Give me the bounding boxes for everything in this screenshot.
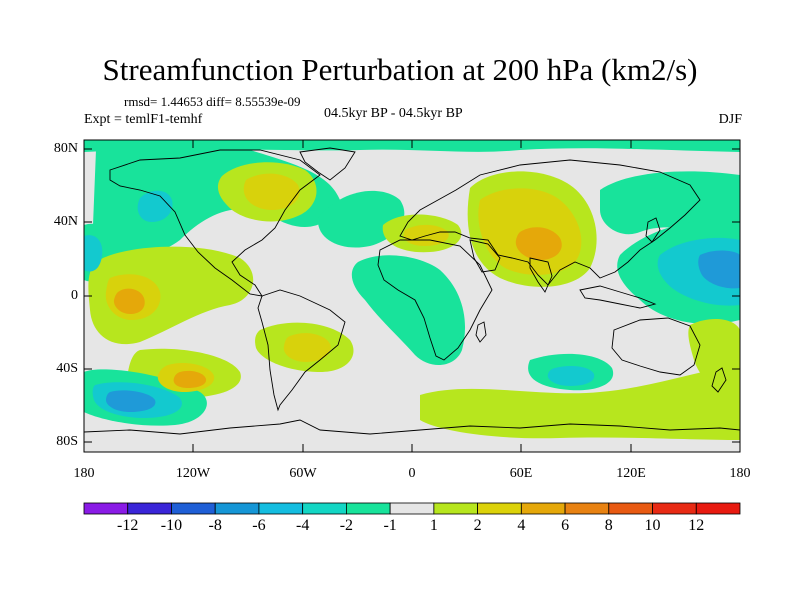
x-tick-label: 180 [73,466,95,481]
colorbar-swatch [127,502,172,515]
y-tick-label: 0 [71,288,78,303]
colorbar-label: 8 [604,517,613,534]
coastline-north-america [109,149,321,297]
period-label: 04.5kyr BP - 04.5kyr BP [324,106,463,121]
colorbar-swatch [564,502,610,515]
field-neg2-west-edge [84,235,103,272]
field-neg-north-pacific-east [600,171,740,235]
colorbar-label: -1 [383,517,397,534]
colorbar-label: -2 [339,517,354,534]
colorbar-swatch [520,502,566,515]
field-pos2-canada [243,173,300,210]
coastline-japan [645,217,661,243]
colorbar-swatch [608,502,653,515]
x-tick-label: 180 [729,466,751,481]
colorbar-label: 2 [473,517,482,534]
field-pos3-east-pacific [113,288,145,314]
colorbar [83,502,741,515]
colorbar-label: -12 [117,517,139,534]
field-neg2-north-atlantic [137,190,173,222]
field-neg-atlantic [317,190,405,248]
colorbar-swatch [433,502,479,515]
coastline-madagascar [475,321,487,343]
coastline-eurasia [399,159,701,286]
colorbar-label: -6 [252,517,266,534]
colorbar-swatch [83,502,129,515]
coastline-antarctica [84,419,740,435]
colorbar-label: 10 [644,517,661,534]
colorbar-label: -10 [160,517,183,534]
coastline-australia [611,317,701,376]
coastline-greenland [299,147,356,181]
coastline-southeast-asia [579,285,657,309]
experiment-label: Expt = temlF1-temhf [84,112,203,127]
colorbar-swatch [477,502,522,515]
statistics-label: rmsd= 1.44653 diff= 8.55539e-09 [124,94,301,109]
colorbar-swatch [171,502,216,515]
field-pos-australia-east [688,318,740,395]
x-tick-label: 120E [616,466,646,481]
coastline-arabia [469,239,501,273]
contour-fill-level-3 [106,227,740,412]
field-neg2-indian-ocean [547,366,595,386]
colorbar-label: 4 [517,517,526,534]
season-label: DJF [718,112,742,127]
colorbar-label: 12 [688,517,705,534]
colorbar-swatch [389,502,435,515]
colorbar-label: -8 [208,517,222,534]
coastline-south-america [257,289,346,412]
colorbar-swatch [345,502,391,515]
coastlines [84,147,740,435]
colorbar-swatch [652,502,697,515]
y-tick-label: 40N [53,214,78,229]
field-neg-tropical-atlantic [351,255,466,366]
x-tick-label: 60E [509,466,533,481]
field-neg3-west-pacific [698,250,740,289]
colorbar-label: 1 [429,517,438,534]
x-tick-label: 0 [408,466,416,481]
field-pos-southern-ocean [420,365,740,440]
field-pos3-south-pacific [173,370,207,388]
field-neg3-southern-ocean [106,390,156,412]
y-tick-label: 40S [56,361,78,376]
x-tick-label: 120W [175,466,211,481]
x-tick-label: 60W [289,466,317,481]
coastline-africa [377,239,493,361]
colorbar-swatch [302,502,347,515]
colorbar-label: 6 [561,517,570,534]
colorbar-swatch [695,502,741,515]
axis-ticks [84,140,740,452]
y-tick-label: 80N [53,141,78,156]
coastline-new-zealand [711,367,727,393]
colorbar-swatch [214,502,260,515]
y-tick-label: 80S [56,434,78,449]
field-pos2-south-america [283,333,331,362]
colorbar-swatch [258,502,304,515]
coastline-india [529,257,553,293]
map-title: Streamfunction Perturbation at 200 hPa (… [102,52,698,87]
colorbar-label: -4 [295,517,310,534]
field-pos3-asia [515,227,562,260]
map-plot-area [84,140,740,452]
